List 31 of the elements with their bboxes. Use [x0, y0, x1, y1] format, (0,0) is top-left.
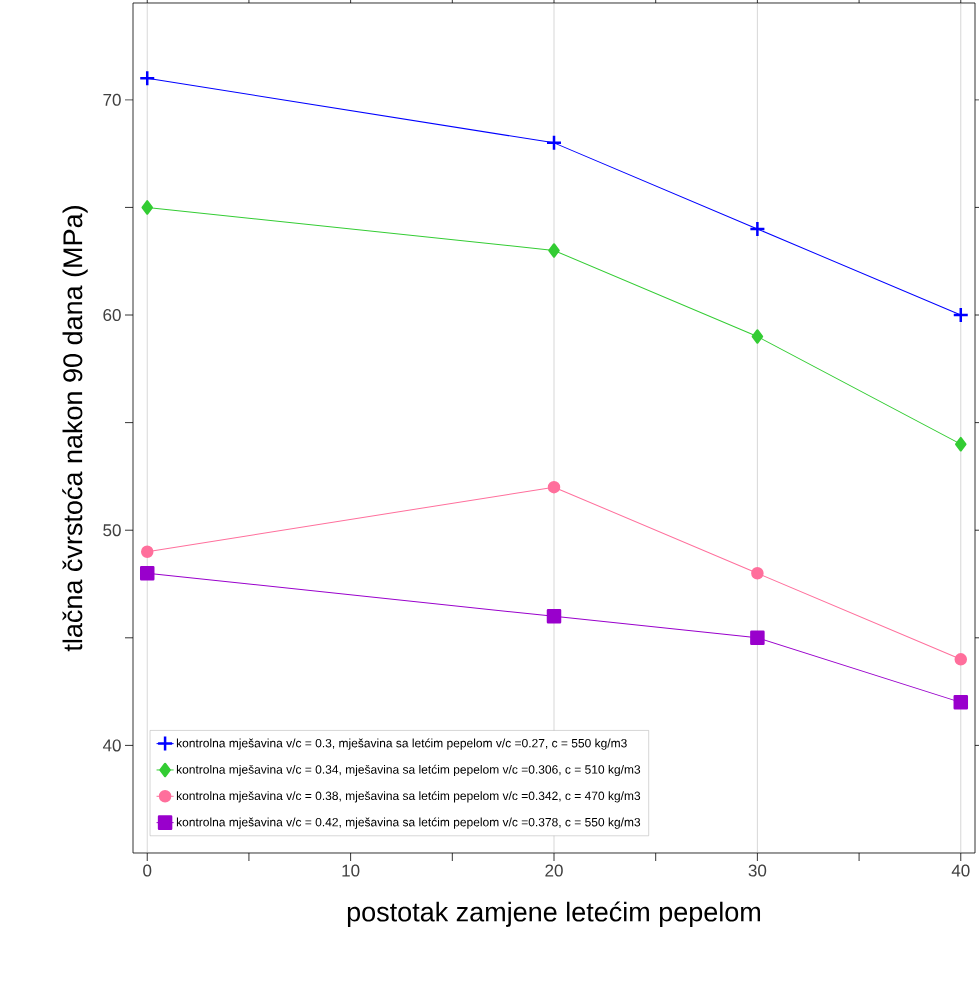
y-tick-label: 50	[103, 524, 121, 537]
point	[749, 220, 766, 238]
y-tick-label: 70	[103, 93, 121, 106]
point	[545, 134, 563, 152]
x-tick-label: 40	[951, 864, 970, 877]
point	[751, 567, 764, 580]
point	[955, 436, 967, 452]
point	[751, 329, 764, 344]
x-axis-title: postotak zamjene letećim pepelom	[347, 901, 761, 927]
point	[547, 480, 561, 494]
x-tick-label: 30	[748, 864, 767, 877]
x-tick-label: 0	[143, 864, 152, 877]
x-tick-label: 20	[545, 864, 563, 877]
x-tick-label: 10	[342, 864, 360, 877]
y-tick-label: 60	[103, 308, 121, 322]
y-axis-title: tlačna čvrstoća nakon 90 dana (MPa)	[62, 206, 88, 652]
legend-label: kontrolna mješavina v/c = 0.42, mješavina sa letćim pepelom v/c =0.378, c = 550 kg/m3	[176, 817, 641, 829]
legend-label: kontrolna mješavina v/c = 0.34, mješavina sa letćim pepelom v/c =0.306, c = 510 kg/m3	[176, 764, 641, 777]
point	[548, 243, 560, 258]
point	[750, 630, 765, 646]
point	[953, 695, 969, 710]
legend-label: kontrolna mješavina v/c = 0.3, mješavina sa letćim pepelom v/c =0.27, c = 550 kg/m3	[176, 738, 627, 750]
point	[141, 200, 153, 215]
point	[138, 70, 156, 87]
y-tick-label: 40	[102, 739, 121, 752]
point	[954, 653, 968, 666]
point	[140, 545, 154, 558]
point	[952, 306, 970, 324]
point	[139, 566, 155, 581]
legend-label: kontrolna mješavina v/c = 0.38, mješavina sa letćim pepelom v/c =0.342, c = 470 kg/m3	[176, 791, 641, 803]
point	[546, 609, 562, 624]
